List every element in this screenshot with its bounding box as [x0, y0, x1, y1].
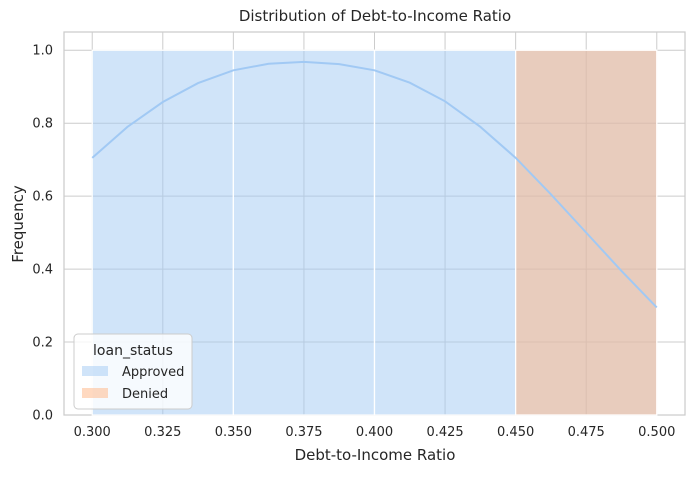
bar-approved-2 [373, 49, 517, 416]
y-tick-labels: 0.0 0.2 0.4 0.6 0.8 1.0 [32, 44, 53, 424]
x-tick-label-4: 0.400 [356, 425, 393, 440]
y-tick-label-3: 0.6 [32, 190, 53, 205]
x-tick-label-1: 0.325 [144, 425, 181, 440]
y-tick-label-1: 0.2 [32, 336, 53, 351]
legend: loan_status Approved Denied [73, 333, 193, 410]
legend-swatch-denied [82, 388, 108, 398]
x-tick-label-3: 0.375 [285, 425, 322, 440]
x-tick-label-5: 0.425 [426, 425, 463, 440]
x-tick-label-6: 0.450 [497, 425, 534, 440]
legend-title: loan_status [93, 343, 173, 359]
x-axis-label: Debt-to-Income Ratio [295, 446, 456, 464]
histogram-bars [91, 49, 658, 416]
y-tick-label-5: 1.0 [32, 44, 53, 59]
x-tick-label-2: 0.350 [215, 425, 252, 440]
kde-curves [91, 60, 658, 309]
x-tick-label-0: 0.300 [74, 425, 111, 440]
bar-approved-1 [232, 49, 376, 416]
x-tick-label-7: 0.475 [568, 425, 605, 440]
y-tick-label-0: 0.0 [32, 409, 53, 424]
x-tick-label-8: 0.500 [638, 425, 675, 440]
y-tick-label-4: 0.8 [32, 117, 53, 132]
y-axis-label: Frequency [9, 185, 27, 263]
legend-label-denied: Denied [122, 387, 168, 402]
x-tick-labels: 0.300 0.325 0.350 0.375 0.400 0.425 0.450 0.475… [74, 425, 676, 440]
y-tick-label-2: 0.4 [32, 263, 53, 278]
legend-swatch-approved [82, 366, 108, 376]
kde-line-approved [91, 60, 658, 309]
legend-label-approved: Approved [122, 365, 184, 380]
chart-title: Distribution of Debt-to-Income Ratio [239, 7, 511, 25]
